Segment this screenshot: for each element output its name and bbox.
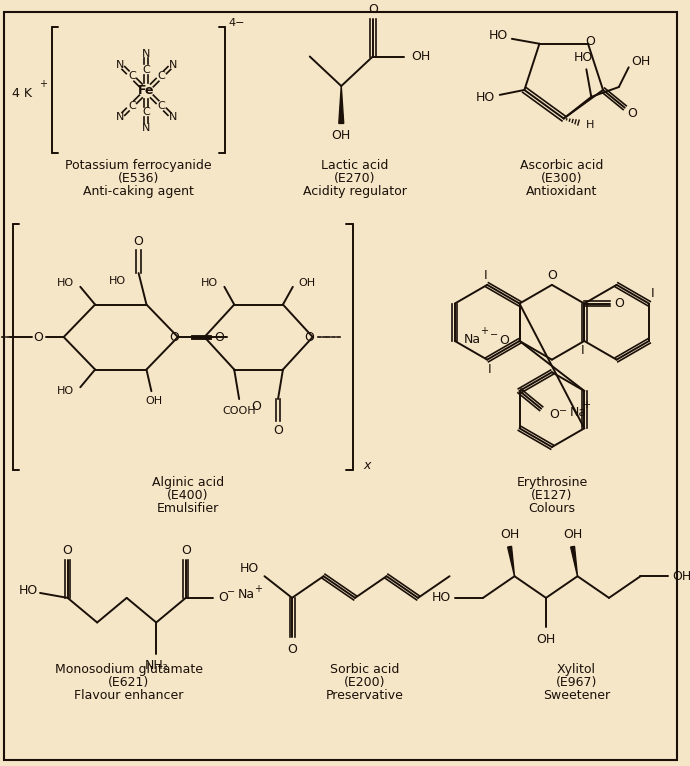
- Text: OH: OH: [146, 396, 163, 406]
- Text: Flavour enhancer: Flavour enhancer: [74, 689, 184, 702]
- Text: O: O: [215, 331, 224, 343]
- Text: HO: HO: [57, 278, 74, 288]
- Text: HO: HO: [19, 584, 38, 597]
- Text: N: N: [116, 113, 124, 123]
- Text: 4 K: 4 K: [12, 87, 32, 100]
- Text: Sorbic acid: Sorbic acid: [331, 663, 400, 676]
- Text: Monosodium glutamate: Monosodium glutamate: [55, 663, 203, 676]
- Text: (E621): (E621): [108, 676, 149, 689]
- Text: O: O: [499, 335, 509, 348]
- Text: +: +: [254, 584, 262, 594]
- Text: OH: OH: [500, 529, 519, 542]
- Text: COOH: COOH: [222, 406, 256, 416]
- Polygon shape: [508, 546, 515, 576]
- Text: N: N: [142, 48, 150, 58]
- Text: C: C: [157, 100, 165, 110]
- Text: I: I: [487, 363, 491, 376]
- Text: (E400): (E400): [167, 489, 208, 502]
- Text: O: O: [181, 544, 190, 557]
- Text: Emulsifier: Emulsifier: [157, 502, 219, 515]
- Text: N: N: [142, 123, 150, 133]
- Text: O: O: [218, 591, 228, 604]
- Text: x: x: [363, 460, 371, 473]
- Text: (E536): (E536): [118, 172, 159, 185]
- Text: N: N: [168, 113, 177, 123]
- Text: +: +: [39, 79, 47, 89]
- Text: (E300): (E300): [541, 172, 582, 185]
- Text: Erythrosine: Erythrosine: [516, 476, 587, 489]
- Text: OH: OH: [298, 278, 315, 288]
- Text: H: H: [586, 120, 595, 130]
- Text: HO: HO: [432, 591, 451, 604]
- Text: Anti-caking agent: Anti-caking agent: [83, 185, 194, 198]
- Text: −: −: [559, 406, 567, 416]
- Text: OH: OH: [563, 529, 582, 542]
- Text: OH: OH: [411, 50, 431, 63]
- Text: 4−: 4−: [228, 18, 245, 28]
- Text: Sweetener: Sweetener: [543, 689, 610, 702]
- Text: C: C: [143, 106, 150, 116]
- Text: O: O: [63, 544, 72, 557]
- Text: O: O: [304, 331, 314, 343]
- Text: Alginic acid: Alginic acid: [152, 476, 224, 489]
- Text: O: O: [33, 331, 43, 343]
- Text: HO: HO: [108, 276, 126, 286]
- Text: C: C: [143, 65, 150, 75]
- Text: (E967): (E967): [556, 676, 598, 689]
- Text: HO: HO: [201, 278, 218, 288]
- Text: Preservative: Preservative: [326, 689, 404, 702]
- Text: HO: HO: [475, 91, 495, 104]
- Text: HO: HO: [57, 386, 74, 396]
- Text: OH: OH: [672, 570, 690, 583]
- Text: OH: OH: [536, 633, 555, 646]
- Text: Lactic acid: Lactic acid: [322, 159, 388, 172]
- Text: (E270): (E270): [334, 172, 376, 185]
- Text: O: O: [287, 643, 297, 656]
- Text: Na: Na: [238, 588, 255, 601]
- Text: O: O: [134, 235, 144, 248]
- Text: I: I: [484, 269, 487, 282]
- Text: O: O: [585, 35, 595, 48]
- Text: I: I: [580, 344, 584, 357]
- Text: O: O: [169, 331, 179, 343]
- Text: O: O: [273, 424, 283, 437]
- Text: O: O: [628, 107, 638, 120]
- Text: OH: OH: [631, 55, 650, 68]
- Text: NH₂: NH₂: [144, 660, 168, 673]
- Polygon shape: [571, 546, 578, 576]
- Text: HO: HO: [574, 51, 593, 64]
- Text: Fe: Fe: [138, 84, 155, 97]
- Text: N: N: [168, 60, 177, 70]
- Text: O: O: [368, 3, 377, 16]
- Text: O: O: [549, 408, 559, 421]
- Text: +: +: [582, 400, 591, 410]
- Text: O: O: [547, 269, 557, 282]
- Text: N: N: [116, 60, 124, 70]
- Text: HO: HO: [489, 29, 508, 42]
- Text: +: +: [480, 326, 488, 336]
- Text: −: −: [227, 587, 235, 597]
- Text: C: C: [157, 71, 165, 81]
- Text: Xylitol: Xylitol: [557, 663, 596, 676]
- Text: O: O: [615, 297, 624, 310]
- Text: Colours: Colours: [529, 502, 575, 515]
- Text: OH: OH: [332, 129, 351, 142]
- Text: C: C: [128, 71, 136, 81]
- Polygon shape: [339, 86, 344, 123]
- Text: Acidity regulator: Acidity regulator: [303, 185, 407, 198]
- Text: −: −: [490, 330, 498, 340]
- Text: HO: HO: [240, 561, 259, 574]
- Text: Na: Na: [570, 406, 587, 419]
- Text: I: I: [651, 287, 655, 300]
- Text: Potassium ferrocyanide: Potassium ferrocyanide: [65, 159, 212, 172]
- Text: Antioxidant: Antioxidant: [526, 185, 598, 198]
- Text: C: C: [128, 100, 136, 110]
- Text: (E127): (E127): [531, 489, 573, 502]
- Text: (E200): (E200): [344, 676, 386, 689]
- Text: Ascorbic acid: Ascorbic acid: [520, 159, 604, 172]
- Text: O: O: [251, 401, 262, 414]
- Text: Na: Na: [464, 332, 481, 345]
